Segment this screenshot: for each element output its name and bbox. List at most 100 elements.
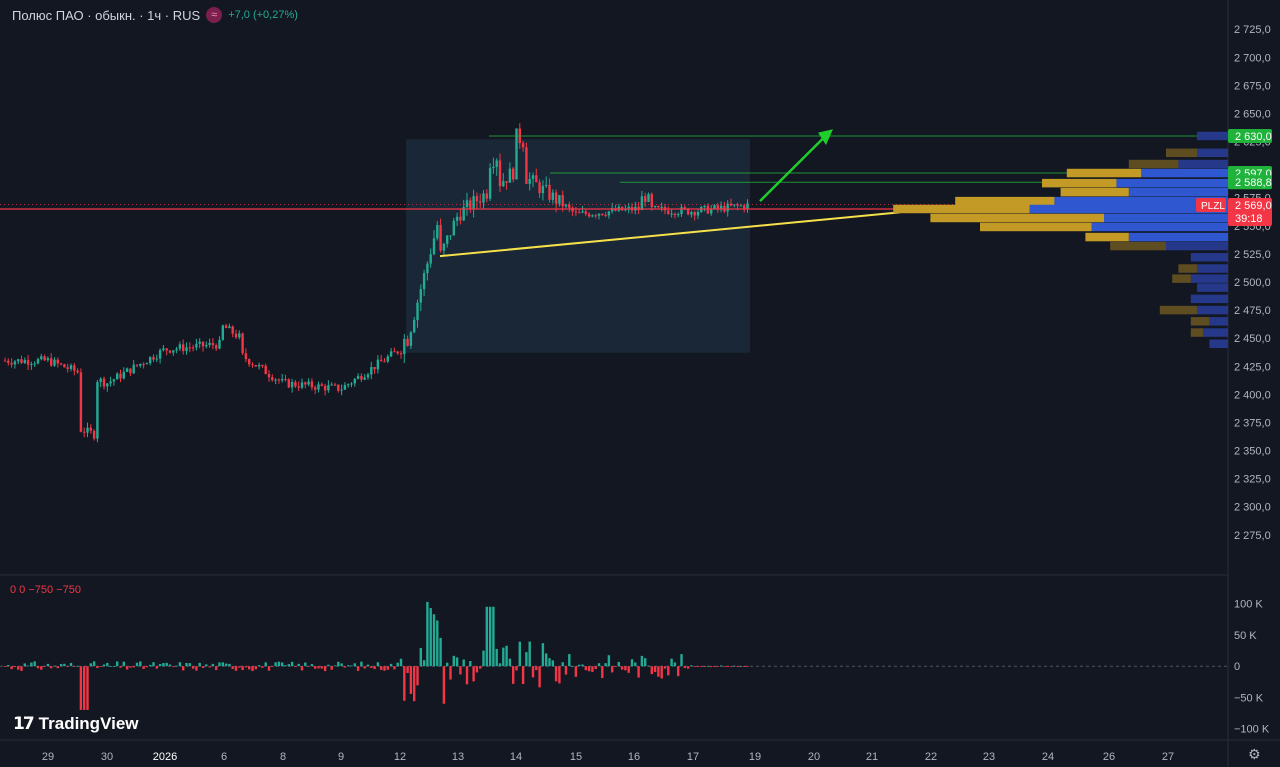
candle-body (686, 208, 690, 215)
delta-bar (317, 666, 320, 669)
delta-bar (69, 662, 73, 667)
delta-bar (558, 666, 561, 684)
delta-bar (677, 666, 680, 677)
trendline[interactable] (439, 211, 901, 258)
candle-body (284, 379, 287, 381)
x-tick-label: 22 (925, 751, 937, 763)
delta-bar (465, 666, 469, 685)
delta-bar (393, 666, 396, 670)
delta-bar (135, 662, 139, 667)
delta-bar (683, 666, 686, 669)
delta-bar (495, 648, 498, 667)
candle-body (505, 181, 508, 183)
delta-bar (208, 666, 211, 668)
delta-bar (432, 614, 436, 667)
candle-body (508, 168, 512, 183)
delta-bar (531, 666, 535, 678)
candle-body (13, 361, 17, 365)
settings-gear-icon[interactable]: ⚙ (1248, 746, 1261, 762)
delta-bar (422, 660, 426, 667)
candle-body (393, 351, 396, 353)
delta-bar (155, 666, 158, 669)
candle-body (419, 289, 422, 303)
delta-bar (538, 666, 541, 688)
delta-bar (36, 666, 40, 669)
candle-body (7, 360, 10, 363)
delta-bar (30, 662, 33, 667)
delta-bar (551, 660, 554, 667)
candle-body (538, 182, 541, 194)
delta-bar (436, 620, 439, 667)
candle-body (729, 203, 733, 206)
delta-tick-label: −100 K (1234, 724, 1270, 736)
candle-body (472, 196, 475, 210)
delta-bar (587, 666, 591, 672)
delta-bar (281, 662, 284, 667)
candle-body (535, 175, 538, 183)
y-tick-label: 2 500,0 (1234, 277, 1271, 289)
delta-bar (46, 663, 50, 667)
symbol-header[interactable]: Полюс ПАО · обыкн. · 1ч · RUS ≈ +7,0 (+0… (12, 7, 298, 23)
delta-bar (650, 666, 653, 675)
volume-profile-sell (893, 204, 1030, 214)
volume-profile-buy (1209, 317, 1228, 326)
candle-body (696, 211, 700, 216)
candle-body (528, 178, 531, 184)
tradingview-logo-icon: 𝟭𝟳 (13, 714, 35, 733)
volume-profile-buy (1054, 196, 1228, 206)
candle-body (525, 147, 528, 184)
candle-body (551, 192, 554, 200)
candle-body (432, 238, 436, 255)
delta-bar (403, 666, 406, 701)
symbol-title[interactable]: Полюс ПАО · обыкн. · 1ч · RUS (12, 7, 201, 23)
delta-bar (482, 650, 485, 667)
delta-bar (333, 665, 337, 667)
delta-tick-label: 50 K (1234, 630, 1257, 642)
y-tick-label: 2 650,0 (1234, 108, 1271, 120)
candle-body (498, 160, 502, 187)
delta-bar (413, 666, 416, 702)
candle-body (597, 213, 601, 216)
delta-bar (624, 666, 627, 671)
candle-body (376, 359, 380, 370)
candle-body (152, 356, 155, 360)
candle-body (23, 360, 26, 364)
candle-body (277, 379, 281, 381)
candle-body (102, 378, 106, 387)
delta-bar (53, 665, 56, 667)
price-label-bg (1228, 128, 1272, 143)
candle-body (271, 377, 274, 381)
delta-bar (145, 666, 149, 668)
candle-body (323, 385, 327, 391)
delta-bar (515, 666, 518, 671)
candle-body (521, 143, 525, 148)
candle-body (587, 213, 591, 217)
volume-profile-sell (1172, 274, 1191, 283)
candle-body (667, 210, 670, 214)
delta-bar (215, 666, 218, 671)
volume-profile-sell (930, 213, 1104, 223)
candle-body (264, 365, 267, 375)
delta-bar (224, 663, 228, 667)
volume-profile-buy (1104, 213, 1228, 223)
candle-body (446, 235, 449, 244)
candle-body (343, 385, 347, 390)
delta-bar (20, 666, 23, 671)
candle-body (26, 360, 30, 365)
delta-tick-label: 0 (1234, 661, 1240, 673)
volume-profile-buy (1178, 159, 1228, 169)
candle-body (337, 384, 340, 391)
x-tick-label: 9 (338, 751, 344, 763)
candle-body (396, 351, 399, 354)
y-tick-label: 2 675,0 (1234, 80, 1271, 92)
candle-body (125, 368, 129, 372)
y-tick-label: 2 700,0 (1234, 52, 1271, 64)
candle-body (251, 364, 254, 366)
delta-bar (696, 666, 700, 667)
forecast-arrow[interactable] (759, 130, 831, 203)
delta-bar (241, 666, 244, 671)
x-tick-label: 14 (510, 751, 522, 763)
candle-body (683, 207, 686, 209)
y-tick-label: 2 275,0 (1234, 530, 1271, 542)
